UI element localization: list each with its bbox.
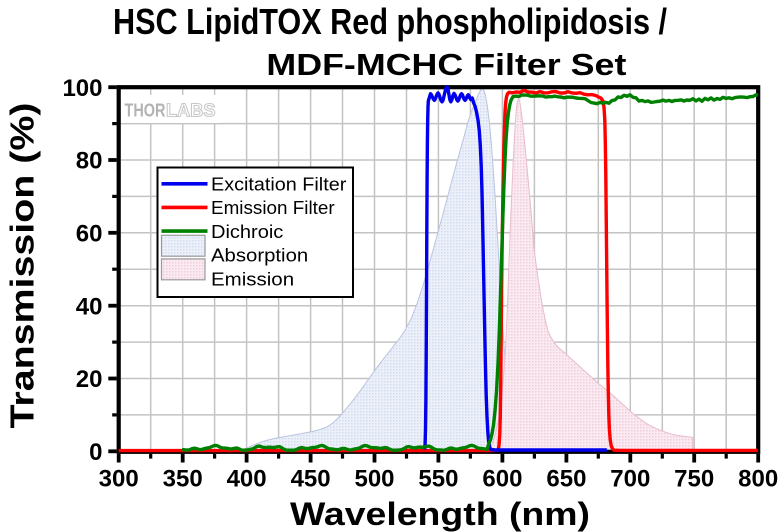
- svg-text:LABS: LABS: [166, 100, 216, 121]
- svg-text:550: 550: [418, 466, 458, 493]
- svg-text:Wavelength (nm): Wavelength (nm): [290, 496, 590, 532]
- svg-text:HSC LipidTOX Red phospholipido: HSC LipidTOX Red phospholipidosis /: [113, 1, 667, 42]
- svg-text:100: 100: [62, 75, 102, 102]
- svg-text:THOR: THOR: [125, 100, 166, 121]
- svg-text:300: 300: [99, 466, 139, 493]
- svg-text:350: 350: [163, 466, 203, 493]
- svg-text:700: 700: [610, 466, 650, 493]
- svg-text:Transmission (%): Transmission (%): [5, 103, 42, 429]
- svg-text:650: 650: [546, 466, 586, 493]
- svg-text:800: 800: [738, 466, 778, 493]
- svg-text:40: 40: [76, 293, 103, 320]
- svg-text:400: 400: [227, 466, 267, 493]
- svg-text:Excitation Filter: Excitation Filter: [211, 175, 346, 195]
- svg-text:Absorption: Absorption: [211, 246, 308, 266]
- svg-text:0: 0: [89, 439, 102, 466]
- svg-text:600: 600: [482, 466, 522, 493]
- svg-text:Emission Filter: Emission Filter: [211, 198, 335, 218]
- svg-text:20: 20: [76, 366, 103, 393]
- svg-text:Dichroic: Dichroic: [211, 222, 283, 242]
- svg-text:500: 500: [354, 466, 394, 493]
- svg-text:60: 60: [76, 221, 103, 248]
- svg-text:MDF-MCHC Filter Set: MDF-MCHC Filter Set: [266, 47, 626, 82]
- svg-text:80: 80: [76, 148, 103, 175]
- svg-text:450: 450: [291, 466, 331, 493]
- svg-text:Emission: Emission: [211, 269, 294, 289]
- svg-text:750: 750: [674, 466, 714, 493]
